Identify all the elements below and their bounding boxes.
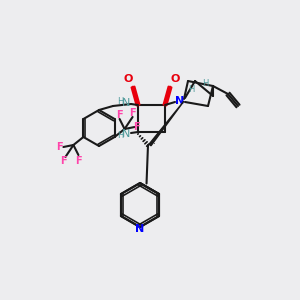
Text: N: N: [135, 224, 145, 234]
Text: H: H: [202, 79, 208, 88]
Text: F: F: [75, 156, 82, 166]
Text: H: H: [117, 130, 123, 140]
Text: N: N: [122, 98, 130, 108]
Text: O: O: [170, 74, 180, 84]
Text: F: F: [56, 142, 63, 152]
Text: H: H: [188, 85, 194, 94]
Text: N: N: [122, 129, 130, 139]
Text: F: F: [60, 156, 67, 166]
Text: H: H: [117, 98, 123, 106]
Text: N: N: [176, 96, 184, 106]
Text: ...: ...: [150, 139, 156, 145]
Text: F: F: [116, 110, 123, 120]
Polygon shape: [149, 101, 184, 146]
Text: F: F: [129, 108, 136, 118]
Text: O: O: [123, 74, 133, 84]
Text: F: F: [133, 122, 140, 132]
